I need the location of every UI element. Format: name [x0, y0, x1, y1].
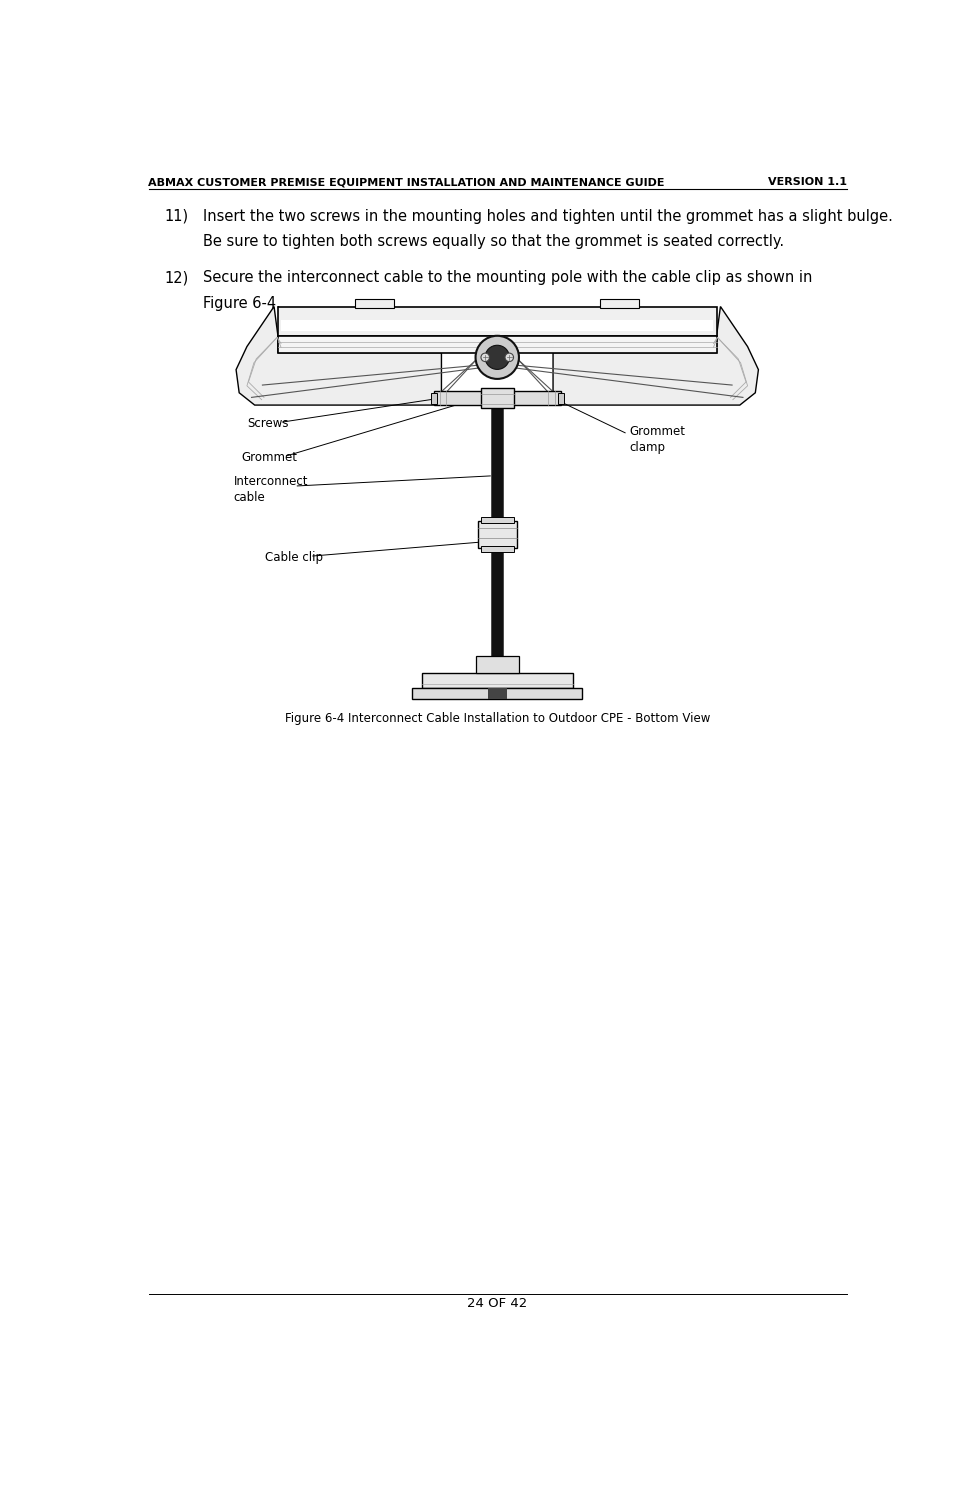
Bar	[421, 673, 573, 688]
Text: Secure the interconnect cable to the mounting pole with the cable clip as shown : Secure the interconnect cable to the mou…	[203, 270, 812, 285]
Bar	[488, 688, 507, 700]
Bar	[278, 306, 717, 336]
Bar	[430, 392, 437, 404]
Circle shape	[486, 345, 510, 369]
Bar	[478, 521, 517, 548]
Bar	[557, 392, 564, 404]
Bar	[481, 388, 514, 409]
Polygon shape	[236, 306, 442, 406]
Bar	[491, 391, 503, 668]
Bar	[281, 320, 714, 330]
Circle shape	[476, 336, 519, 379]
Bar	[412, 688, 583, 700]
Text: Be sure to tighten both screws equally so that the grommet is seated correctly.: Be sure to tighten both screws equally s…	[203, 234, 784, 249]
Bar	[481, 547, 514, 553]
Bar	[355, 299, 394, 308]
Text: Figure 6-4 Interconnect Cable Installation to Outdoor CPE - Bottom View: Figure 6-4 Interconnect Cable Installati…	[285, 712, 710, 724]
Text: Interconnect
cable: Interconnect cable	[234, 475, 308, 505]
Text: Grommet: Grommet	[242, 451, 297, 464]
Text: Cable clip: Cable clip	[265, 551, 322, 565]
Bar	[481, 517, 514, 523]
Text: VERSION 1.1: VERSION 1.1	[768, 177, 847, 188]
Text: Screws: Screws	[247, 418, 288, 430]
Text: Figure 6-4.: Figure 6-4.	[203, 296, 281, 311]
Text: Grommet
clamp: Grommet clamp	[629, 425, 685, 454]
Polygon shape	[553, 306, 758, 406]
Circle shape	[481, 353, 489, 362]
Bar	[476, 656, 519, 673]
Text: 12): 12)	[164, 270, 188, 285]
Text: 11): 11)	[164, 209, 188, 224]
Bar	[434, 391, 561, 406]
Text: Insert the two screws in the mounting holes and tighten until the grommet has a : Insert the two screws in the mounting ho…	[203, 209, 892, 224]
Bar	[600, 299, 639, 308]
Text: ABMAX CUSTOMER PREMISE EQUIPMENT INSTALLATION AND MAINTENANCE GUIDE: ABMAX CUSTOMER PREMISE EQUIPMENT INSTALL…	[149, 177, 665, 188]
Text: 24 OF 42: 24 OF 42	[467, 1296, 527, 1310]
Circle shape	[505, 353, 514, 362]
Bar	[278, 336, 717, 353]
